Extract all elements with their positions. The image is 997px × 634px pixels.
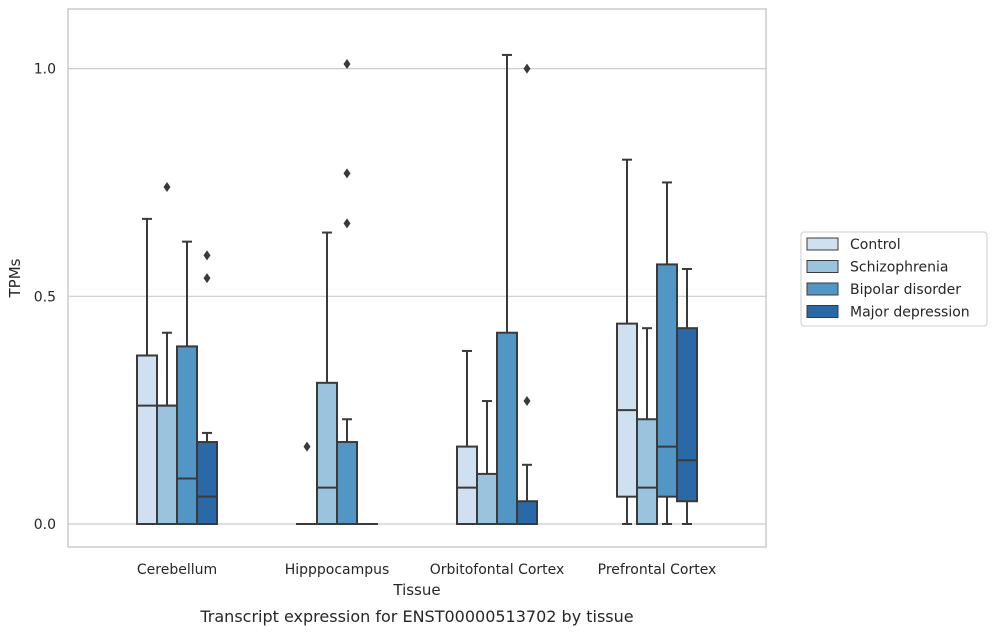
outlier-point — [203, 273, 211, 284]
y-tick-label: 1.0 — [34, 62, 56, 78]
x-tick-label: Cerebellum — [137, 562, 217, 578]
figure-caption: Transcript expression for ENST0000051370… — [199, 607, 633, 626]
y-tick-label: 0.0 — [34, 517, 56, 533]
box-body — [656, 263, 678, 498]
box-body — [156, 404, 178, 526]
box-2-3 — [516, 63, 538, 526]
box-body — [516, 500, 538, 526]
box-3-1 — [636, 327, 658, 525]
legend-label: Control — [850, 237, 901, 253]
x-tick-label: Orbitofontal Cortex — [430, 562, 565, 578]
box-0-0 — [136, 217, 158, 526]
outlier-point — [343, 168, 351, 179]
box-body — [316, 381, 338, 525]
outlier-point — [163, 182, 171, 193]
outlier-point — [343, 59, 351, 70]
box-body — [456, 445, 478, 525]
box-body — [176, 345, 198, 526]
box-body — [636, 418, 658, 525]
box-0-3 — [196, 250, 218, 526]
box-3-0 — [616, 158, 638, 525]
box-2-0 — [456, 349, 478, 525]
outlier-point — [523, 396, 531, 407]
x-tick-labels: Cerebellum Hipppocampus Orbitofontal Corte… — [137, 562, 716, 578]
box-3-3 — [676, 267, 698, 525]
box-body — [196, 441, 218, 526]
legend-swatch — [806, 305, 839, 318]
box-1-2 — [336, 59, 358, 526]
legend-label: Bipolar disorder — [850, 282, 961, 298]
legend: Control Schizophrenia Bipolar disorder Majo… — [800, 231, 988, 327]
legend-label: Schizophrenia — [850, 260, 948, 276]
legend-frame — [800, 231, 988, 327]
box-body — [676, 327, 698, 503]
box-0-2 — [176, 240, 198, 526]
box-body — [496, 331, 518, 525]
box-body — [476, 472, 498, 526]
x-tick-label: Prefrontal Cortex — [598, 562, 717, 578]
x-tick-label: Hipppocampus — [285, 562, 390, 578]
box-body — [336, 441, 358, 526]
outlier-point — [303, 441, 311, 452]
box-1-0 — [296, 441, 318, 526]
box-0-1 — [156, 182, 178, 526]
y-tick-labels: 0.00.51.01.52.0 — [34, 62, 56, 533]
outlier-point — [343, 218, 351, 229]
plot-frame — [67, 8, 767, 548]
legend-swatch — [806, 237, 839, 251]
box-2-1 — [476, 400, 498, 526]
legend-swatch — [806, 282, 839, 296]
legend-swatch — [806, 260, 839, 273]
box-2-2 — [496, 53, 518, 525]
y-tick-label: 0.5 — [34, 289, 56, 305]
legend-label: Major depression — [850, 305, 970, 321]
y-axis-title: TPMs — [6, 258, 24, 298]
boxes — [136, 53, 698, 526]
outlier-point — [523, 63, 531, 74]
box-3-2 — [656, 181, 678, 525]
outlier-point — [203, 250, 211, 261]
box-1-1 — [316, 231, 338, 525]
box-body — [136, 354, 158, 526]
x-axis-title: Tissue — [392, 581, 440, 599]
